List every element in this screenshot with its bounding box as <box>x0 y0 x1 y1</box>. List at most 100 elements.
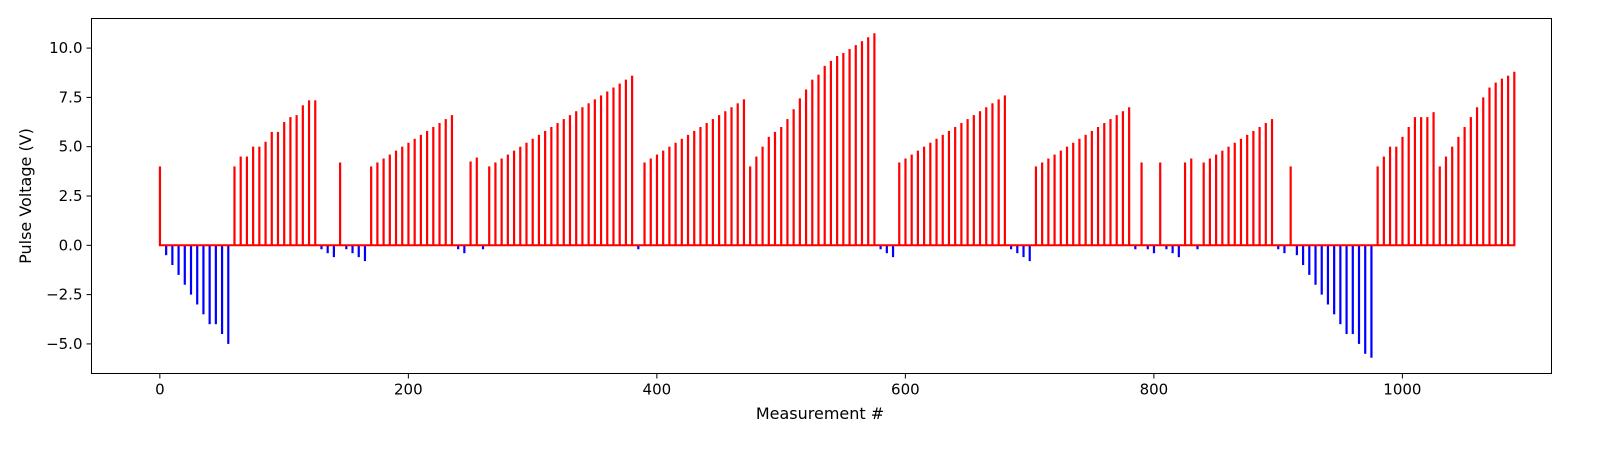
plot-frame <box>91 18 1552 374</box>
bar <box>1065 146 1069 246</box>
y-tick-label: −5.0 <box>46 335 82 353</box>
bar <box>320 245 323 250</box>
bar <box>407 142 410 246</box>
bar <box>624 79 627 246</box>
bar <box>947 130 951 246</box>
bar <box>1059 150 1062 246</box>
bar <box>910 154 913 246</box>
bar <box>1202 162 1205 246</box>
bar <box>1028 245 1031 262</box>
y-tick-label: 10.0 <box>49 39 82 57</box>
bar <box>898 162 901 246</box>
bar <box>475 157 478 246</box>
bar <box>873 33 876 246</box>
bar <box>519 146 522 246</box>
y-axis-label: Pulse Voltage (V) <box>16 128 35 264</box>
bar <box>749 166 752 246</box>
bar <box>1370 245 1373 358</box>
bar <box>879 245 882 250</box>
bar <box>923 146 926 246</box>
bar <box>512 150 516 246</box>
bar <box>1314 245 1317 285</box>
bar <box>339 162 342 246</box>
bar <box>1289 166 1292 246</box>
y-tick-label: 0.0 <box>59 236 83 254</box>
bar <box>811 79 814 246</box>
bar <box>916 150 919 246</box>
bar <box>1420 117 1423 246</box>
bar <box>301 105 304 246</box>
bar <box>717 115 721 246</box>
bar <box>227 245 230 344</box>
bar <box>829 60 833 246</box>
bar <box>1357 245 1361 344</box>
bar <box>252 146 255 246</box>
bar <box>1482 97 1485 246</box>
bar <box>736 103 739 246</box>
bar <box>798 98 801 246</box>
bar <box>742 99 746 246</box>
bar <box>997 99 1000 246</box>
bar <box>171 245 174 266</box>
bar <box>438 123 441 246</box>
bar <box>500 158 503 246</box>
bar <box>792 109 795 246</box>
bar <box>1407 126 1410 246</box>
bar <box>363 245 367 262</box>
bar <box>860 41 864 246</box>
bar <box>612 87 615 246</box>
bar <box>1227 146 1230 246</box>
bar <box>693 130 696 246</box>
bar <box>686 134 690 246</box>
bar <box>941 134 944 246</box>
bar <box>985 107 988 246</box>
bar <box>1382 156 1385 246</box>
bar <box>1171 245 1174 254</box>
bar <box>587 103 590 246</box>
bar <box>1264 123 1267 246</box>
bar <box>786 119 789 246</box>
bar <box>674 142 677 246</box>
bar <box>444 119 447 246</box>
bar <box>1339 245 1342 325</box>
x-tick-label: 0 <box>155 381 165 399</box>
bar <box>425 130 429 246</box>
bar <box>1270 119 1274 246</box>
bar <box>270 131 273 246</box>
bar <box>1183 162 1187 246</box>
bar <box>208 245 211 325</box>
bar <box>289 117 292 246</box>
bar <box>705 123 708 246</box>
bar <box>1438 166 1441 246</box>
bar <box>904 158 907 246</box>
x-tick-label: 400 <box>643 381 672 399</box>
bar <box>245 156 249 246</box>
bar <box>469 161 472 246</box>
bar <box>1432 112 1435 246</box>
plot-area <box>91 18 1552 374</box>
bar <box>1115 115 1118 246</box>
bar <box>960 123 963 246</box>
bar <box>1146 245 1149 250</box>
bar <box>817 74 820 246</box>
bar <box>1444 156 1448 246</box>
bar <box>1333 245 1336 315</box>
bar <box>432 126 435 246</box>
bar <box>842 53 845 246</box>
bar <box>1090 130 1093 246</box>
bar <box>631 75 634 246</box>
bar <box>1413 117 1417 246</box>
bar <box>730 107 733 246</box>
bar <box>606 91 609 246</box>
y-tick-label: 5.0 <box>59 138 83 156</box>
bar <box>581 107 584 246</box>
bar <box>450 115 454 246</box>
bar <box>370 166 373 246</box>
bar <box>1301 245 1305 266</box>
bar <box>177 245 180 275</box>
bar <box>885 245 888 254</box>
bar <box>991 103 994 246</box>
bar <box>351 245 354 254</box>
bar <box>1395 146 1398 246</box>
